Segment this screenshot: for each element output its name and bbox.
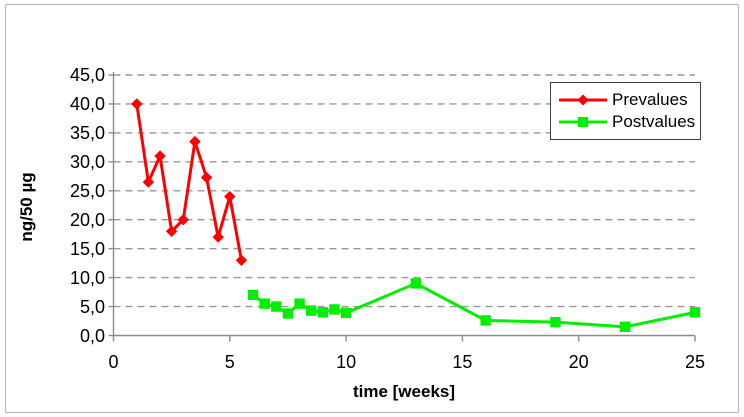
y-tick-label: 15,0: [69, 238, 105, 259]
y-tick-label: 0,0: [79, 325, 105, 346]
x-tick-label: 20: [568, 352, 589, 372]
postvalues-marker: [480, 315, 491, 326]
diamond-legend-swatch-icon: [559, 94, 607, 106]
legend-label: Prevalues: [612, 90, 688, 109]
y-tick-label: 40,0: [69, 93, 105, 114]
legend: Prevalues Postvalues: [550, 82, 701, 140]
postvalues-marker: [329, 304, 340, 315]
x-tick-label: 25: [684, 352, 706, 372]
legend-entries: Prevalues Postvalues: [557, 89, 696, 133]
postvalues-marker: [282, 308, 294, 319]
prevalues-marker: [131, 98, 143, 110]
prevalues-series-line: [135, 103, 243, 261]
legend-entry-prevalues: Prevalues: [557, 89, 696, 111]
x-axis-title: time [weeks]: [352, 382, 456, 401]
x-tick-label: 15: [452, 352, 473, 372]
postvalues-marker: [271, 301, 282, 312]
prevalues-marker: [224, 190, 236, 203]
prevalues-marker: [200, 171, 213, 184]
y-tick-label: 25,0: [69, 180, 105, 201]
y-tick-label: 35,0: [69, 122, 105, 143]
postvalues-marker: [620, 321, 631, 333]
square-legend-swatch-icon: [559, 117, 607, 127]
legend-label: Postvalues: [612, 112, 696, 131]
prevalues-marker: [165, 225, 178, 237]
prevalues-marker: [142, 176, 155, 188]
x-tick-label: 0: [108, 352, 119, 372]
postvalues-marker: [550, 316, 561, 328]
legend-entry-postvalues: Postvalues: [557, 111, 696, 133]
y-tick-label: 5,0: [79, 296, 105, 317]
postvalues-marker: [317, 307, 329, 318]
postvalues-marker: [306, 305, 317, 316]
prevalues-marker: [189, 135, 201, 148]
postvalues-marker: [410, 278, 422, 289]
y-tick-label: 10,0: [69, 267, 105, 288]
postvalues-marker: [247, 289, 259, 301]
x-tick-label: 10: [336, 352, 357, 372]
x-tick-label: 5: [224, 352, 235, 372]
prevalues-marker: [212, 231, 224, 243]
y-tick-label: 45,0: [69, 65, 105, 85]
postvalues-marker: [294, 298, 305, 309]
chart-frame: [5, 4, 739, 413]
postvalues-marker: [689, 307, 701, 318]
y-tick-label: 20,0: [69, 209, 105, 230]
postvalues-marker: [340, 307, 352, 319]
prevalues-marker: [154, 150, 166, 162]
y-tick-label: 30,0: [69, 151, 105, 172]
postvalues-series-line: [252, 281, 696, 329]
prevalues-marker: [177, 214, 189, 226]
prevalues-marker: [235, 254, 248, 266]
postvalues-marker: [259, 298, 270, 309]
